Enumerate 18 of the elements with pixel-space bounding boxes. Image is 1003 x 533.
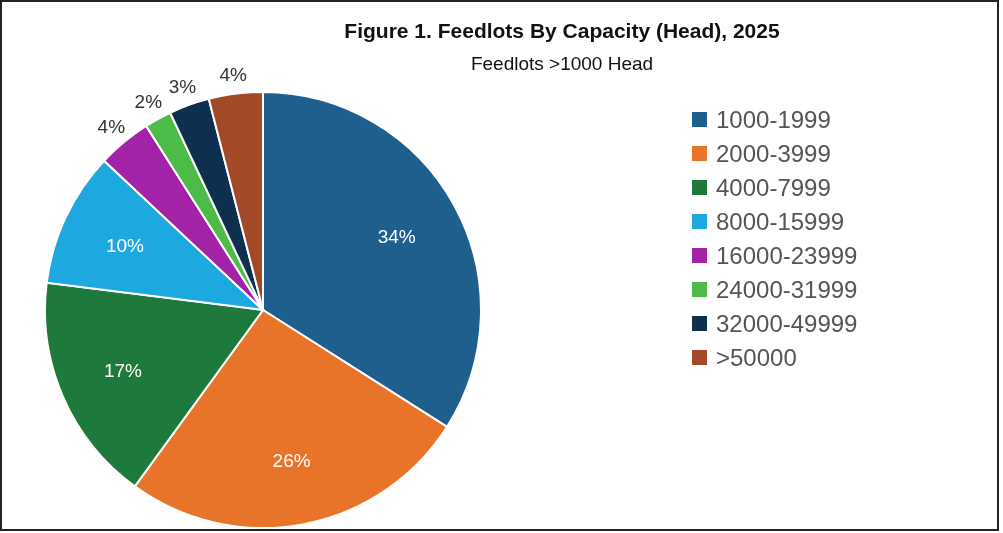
legend-label: 4000-7999	[716, 174, 831, 202]
data-label: 3%	[168, 75, 197, 97]
chart-title: Figure 1. Feedlots By Capacity (Head), 2025	[344, 19, 780, 42]
data-label: 34%	[377, 226, 416, 248]
legend-label: 2000-3999	[716, 140, 831, 168]
legend-label: 1000-1999	[716, 106, 831, 134]
data-label: 26%	[272, 449, 311, 471]
data-label: 17%	[103, 360, 143, 382]
data-label: 4%	[97, 116, 126, 138]
chart-subtitle: Feedlots >1000 Head	[470, 53, 654, 74]
legend-label: 16000-23999	[716, 242, 858, 270]
data-label: 2%	[134, 91, 163, 113]
data-label: 4%	[219, 63, 247, 85]
legend-label: 32000-49999	[716, 310, 858, 338]
legend-label: 8000-15999	[716, 208, 845, 236]
data-label: 10%	[105, 234, 145, 256]
legend-label: 24000-31999	[716, 276, 858, 304]
legend-label: >50000	[716, 344, 797, 372]
